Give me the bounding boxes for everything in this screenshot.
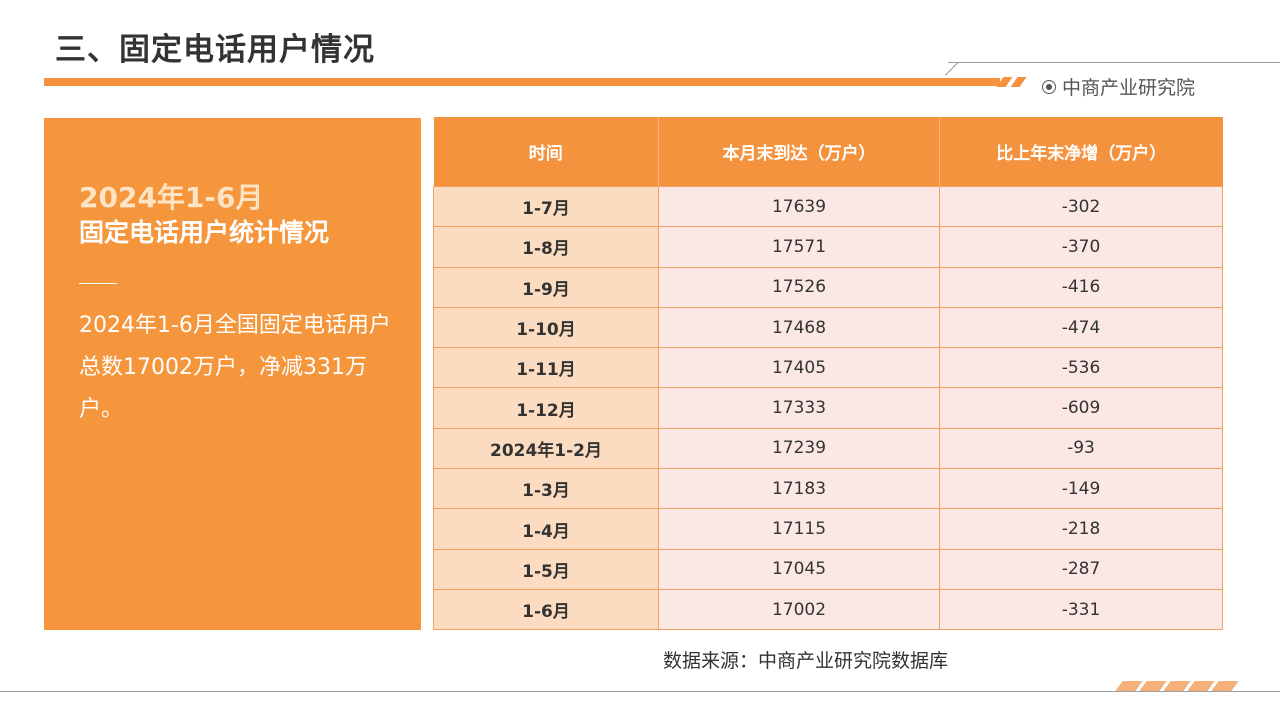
header-rule-diagonal [944,62,959,76]
cell-period: 1-10月 [433,306,659,349]
cell-total: 17045 [658,548,940,590]
cell-net-change: -536 [939,347,1223,389]
cell-period: 2024年1-2月 [433,427,659,470]
header-net-change: 比上年末净增（万户） [939,117,1223,187]
cell-total: 17002 [658,588,940,631]
cell-net-change: -287 [939,548,1223,590]
cell-period: 1-8月 [433,226,659,268]
cell-total: 17571 [658,226,940,268]
cell-net-change: -609 [939,387,1223,429]
cell-period: 1-12月 [433,387,659,429]
brand-name: 中商产业研究院 [1062,77,1196,99]
cell-period: 1-11月 [433,347,659,389]
header-period: 时间 [433,117,659,187]
table-row: 1-8月 17571 -370 [433,226,1223,268]
cell-total: 17639 [658,185,940,228]
table-row: 1-5月 17045 -287 [433,548,1223,590]
table-row: 1-4月 17115 -218 [433,508,1223,550]
cell-total: 17526 [658,266,940,308]
cell-net-change: -93 [939,427,1223,470]
cell-period: 1-9月 [433,266,659,308]
cell-total: 17405 [658,347,940,389]
cell-total: 17115 [658,508,940,550]
cell-period: 1-5月 [433,548,659,590]
data-source-note: 数据来源：中商产业研究院数据库 [663,650,949,672]
cell-total: 17183 [658,468,940,510]
cell-total: 17239 [658,427,940,470]
panel-summary-text: 2024年1-6月全国固定电话用户总数17002万户，净减331万户。 [79,313,391,422]
page-title: 三、固定电话用户情况 [55,32,375,68]
cell-net-change: -474 [939,306,1223,349]
header-total: 本月末到达（万户） [658,117,940,187]
cell-net-change: -302 [939,185,1223,228]
subscriber-table: 时间 本月末到达（万户） 比上年末净增（万户） 1-7月 17639 -302 … [433,117,1223,631]
table-row: 1-7月 17639 -302 [433,185,1223,228]
table-row: 1-3月 17183 -149 [433,468,1223,510]
cell-net-change: -218 [939,508,1223,550]
cell-net-change: -149 [939,468,1223,510]
panel-heading-subject: 固定电话用户统计情况 [79,218,330,247]
brand-logo: 中商产业研究院 [1042,73,1195,100]
table-row: 1-11月 17405 -536 [433,347,1223,389]
cell-period: 1-6月 [433,588,659,631]
header-rule [948,62,1280,63]
table-row: 1-12月 17333 -609 [433,387,1223,429]
summary-panel: 2024年1-6月 固定电话用户统计情况 2024年1-6月全国固定电话用户总数… [44,118,421,630]
target-circle-icon [1042,79,1056,94]
table-row: 1-10月 17468 -474 [433,306,1223,349]
cell-period: 1-7月 [433,185,659,228]
table-row: 1-9月 17526 -416 [433,266,1223,308]
cell-net-change: -416 [939,266,1223,308]
title-underline-bar [44,78,1000,86]
panel-divider [79,283,117,284]
table-row: 2024年1-2月 17239 -93 [433,427,1223,470]
cell-period: 1-4月 [433,508,659,550]
footer-rule [0,691,1280,692]
title-stripes-decoration [994,77,1034,87]
footer-stripes-decoration [1115,681,1245,691]
table-header-row: 时间 本月末到达（万户） 比上年末净增（万户） [433,117,1223,187]
cell-net-change: -370 [939,226,1223,268]
table-row: 1-6月 17002 -331 [433,588,1223,631]
cell-period: 1-3月 [433,468,659,510]
cell-total: 17468 [658,306,940,349]
cell-net-change: -331 [939,588,1223,631]
cell-total: 17333 [658,387,940,429]
panel-heading-period: 2024年1-6月 [79,181,264,214]
